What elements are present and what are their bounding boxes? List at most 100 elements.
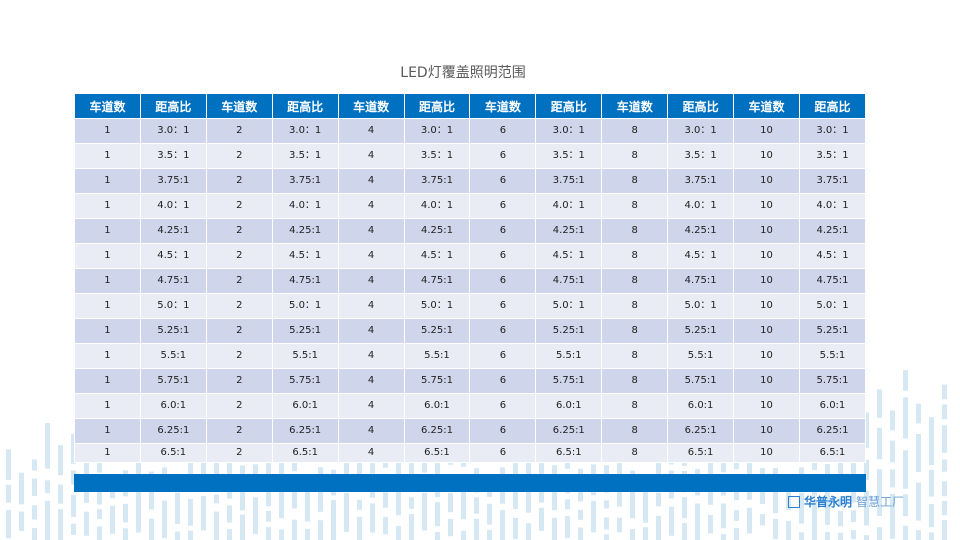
decorative-stripe — [19, 511, 24, 531]
cell-spacing-ratio: 6.5:1 — [535, 443, 603, 463]
cell-lane-count: 1 — [74, 393, 141, 419]
decorative-stripe — [6, 510, 11, 539]
cell-spacing-ratio: 5.5:1 — [139, 343, 207, 369]
decorative-stripe — [461, 475, 466, 520]
decorative-stripe — [760, 514, 765, 526]
header-spacing-ratio: 距高比 — [139, 94, 207, 119]
decorative-stripe — [331, 499, 336, 540]
cell-lane-count: 6 — [469, 393, 537, 419]
cell-spacing-ratio: 5.5:1 — [271, 343, 339, 369]
cell-spacing-ratio: 5.25:1 — [139, 318, 207, 344]
table-row: 1 6.5:1 2 6.5:1 4 6.5:1 6 6.5:1 8 6.5:1 10 6.5:1 — [74, 443, 867, 463]
cell-spacing-ratio: 3.5：1 — [667, 143, 735, 169]
cell-spacing-ratio: 4.5：1 — [535, 243, 603, 269]
decorative-stripe — [864, 459, 869, 480]
cell-lane-count: 8 — [601, 193, 669, 219]
header-lane-count: 车道数 — [601, 94, 669, 119]
logo-subtitle: 智慧工厂 — [856, 495, 905, 509]
cell-spacing-ratio: 4.25:1 — [798, 218, 867, 244]
decorative-stripe — [32, 478, 37, 496]
decorative-stripe — [227, 488, 232, 499]
cell-lane-count: 10 — [733, 368, 800, 394]
table-row: 1 5.0：1 2 5.0：1 4 5.0：1 6 5.0：1 8 5.0：1 10 5.0：1 — [74, 293, 867, 319]
cell-spacing-ratio: 5.75:1 — [139, 368, 207, 394]
decorative-stripe — [916, 403, 921, 424]
cell-lane-count: 4 — [337, 143, 405, 169]
decorative-stripe — [890, 469, 895, 488]
cell-spacing-ratio: 4.0：1 — [403, 193, 471, 219]
cell-spacing-ratio: 6.0:1 — [403, 393, 471, 419]
decorative-stripe — [877, 527, 882, 540]
decorative-stripe — [279, 529, 284, 540]
page-title: LED灯覆盖照明范围 — [400, 65, 526, 81]
decorative-stripe — [708, 486, 713, 505]
table-row: 1 6.25:1 2 6.25:1 4 6.25:1 6 6.25:1 8 6.25:1 10 6.2… — [74, 418, 867, 444]
decorative-stripe — [617, 517, 622, 533]
decorative-stripe — [916, 482, 921, 521]
decorative-stripe — [162, 500, 167, 539]
cell-lane-count: 8 — [601, 293, 669, 319]
decorative-stripe — [942, 404, 947, 420]
cell-spacing-ratio: 4.75:1 — [403, 268, 471, 294]
cell-lane-count: 1 — [74, 343, 141, 369]
decorative-stripe — [240, 485, 245, 511]
decorative-stripe — [890, 493, 895, 539]
decorative-stripe — [227, 505, 232, 523]
decorative-stripe — [318, 520, 323, 540]
cell-lane-count: 6 — [469, 193, 537, 219]
cell-spacing-ratio: 3.75:1 — [271, 168, 339, 194]
decorative-stripe — [669, 506, 674, 536]
decorative-stripe — [929, 504, 934, 528]
decorative-stripe — [565, 516, 570, 539]
cell-spacing-ratio: 3.0：1 — [271, 118, 339, 144]
header-lane-count: 车道数 — [205, 94, 273, 119]
cell-lane-count: 1 — [74, 293, 141, 319]
decorative-stripe — [136, 485, 141, 533]
decorative-stripe — [6, 449, 11, 480]
cell-spacing-ratio: 3.5：1 — [403, 143, 471, 169]
decorative-stripe — [656, 492, 661, 507]
decorative-stripe — [903, 397, 908, 439]
logo-mark-icon — [788, 496, 800, 508]
decorative-stripe — [851, 510, 856, 523]
decorative-stripe — [734, 528, 739, 540]
cell-spacing-ratio: 6.5:1 — [403, 443, 471, 463]
table-row: 1 3.0：1 2 3.0：1 4 3.0：1 6 3.0：1 8 3.0：1 10 3.0：1 — [74, 118, 867, 144]
cell-lane-count: 4 — [337, 243, 405, 269]
cell-spacing-ratio: 4.75:1 — [798, 268, 867, 294]
cell-lane-count: 10 — [733, 118, 800, 144]
cell-lane-count: 2 — [205, 343, 273, 369]
decorative-stripe — [32, 459, 37, 471]
cell-spacing-ratio: 5.25:1 — [271, 318, 339, 344]
cell-lane-count: 4 — [337, 418, 405, 444]
table-header-row: 车道数 距高比 车道数 距高比 车道数 距高比 车道数 距高比 车道数 距高比 车道数 距高比 — [74, 94, 867, 119]
cell-spacing-ratio: 5.25:1 — [798, 318, 867, 344]
decorative-stripe — [227, 528, 232, 540]
decorative-stripe — [942, 459, 947, 472]
cell-lane-count: 4 — [337, 218, 405, 244]
cell-lane-count: 2 — [205, 318, 273, 344]
cell-spacing-ratio: 3.0：1 — [798, 118, 867, 144]
cell-lane-count: 10 — [733, 268, 800, 294]
cell-spacing-ratio: 6.5:1 — [798, 443, 867, 463]
decorative-stripe — [721, 503, 726, 529]
decorative-stripe — [513, 517, 518, 540]
header-spacing-ratio: 距高比 — [403, 94, 471, 119]
decorative-stripe — [526, 453, 531, 485]
decorative-stripe — [864, 412, 869, 449]
decorative-stripe — [591, 500, 596, 533]
cell-lane-count: 2 — [205, 193, 273, 219]
cell-spacing-ratio: 6.0:1 — [798, 393, 867, 419]
decorative-stripe — [851, 446, 856, 480]
cell-lane-count: 10 — [733, 393, 800, 419]
cell-lane-count: 2 — [205, 443, 273, 463]
decorative-stripe — [292, 519, 297, 540]
decorative-stripe — [799, 532, 804, 540]
decorative-stripe — [71, 433, 76, 464]
decorative-stripe — [175, 492, 180, 524]
decorative-stripe — [292, 480, 297, 509]
decorative-stripe — [838, 532, 843, 540]
decorative-stripe — [383, 516, 388, 535]
decorative-stripe — [227, 460, 232, 481]
decorative-stripe — [903, 450, 908, 489]
